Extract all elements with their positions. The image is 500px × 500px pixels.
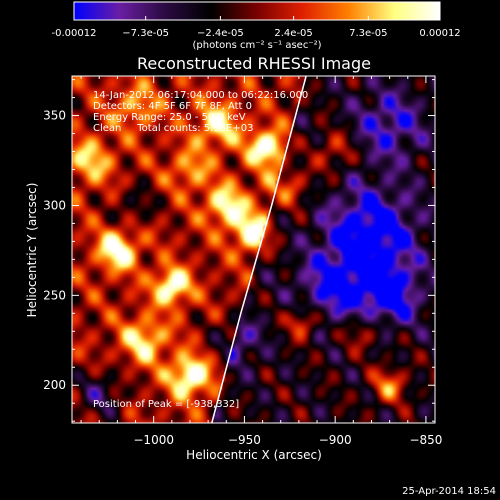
x-tick-label: −900 [319, 433, 352, 447]
annotation-detectors: Detectors: 4F 5F 6F 7F 8F, Att 0 [93, 101, 252, 112]
colorbar-tick-label: −2.4e-05 [197, 28, 244, 39]
footer-timestamp: 25-Apr-2014 18:54 [402, 486, 496, 497]
colorbar-tick-label: 7.3e-05 [349, 28, 387, 39]
colorbar-tick-label: 0.00012 [419, 28, 460, 39]
y-axis-label: Heliocentric Y (arcsec) [25, 183, 39, 318]
axis-ticks [72, 76, 435, 423]
x-tick-label: −850 [409, 433, 442, 447]
plot-frame [71, 75, 436, 424]
x-tick-label: −950 [228, 433, 261, 447]
chart-title: Reconstructed RHESSI Image [137, 54, 371, 73]
annotation-peak-position: Position of Peak = [-938,332] [93, 399, 239, 410]
heatmap-image-container [72, 76, 435, 423]
x-axis-label: Heliocentric X (arcsec) [186, 448, 322, 462]
colorbar [73, 1, 441, 21]
colorbar-units-label: (photons cm⁻² s⁻¹ asec⁻²) [192, 40, 321, 51]
colorbar-tick-label: -0.00012 [52, 28, 97, 39]
y-tick-label: 300 [43, 198, 66, 212]
y-tick-label: 200 [43, 378, 66, 392]
annotation-energy-range: Energy Range: 25.0 - 50.0 keV [93, 112, 246, 123]
solar-limb-line [211, 76, 307, 423]
colorbar-tick-label: 2.4e-05 [274, 28, 312, 39]
axis-tick-labels: −1000 −950 −900 −850 200 250 300 350 [43, 109, 442, 447]
annotation-time-range: 14-Jan-2012 06:17:04.000 to 06:22:16.000 [93, 90, 308, 101]
colorbar-tick-label: −7.3e-05 [122, 28, 169, 39]
annotation-method-counts: Clean Total counts: 5.96E+03 [93, 123, 253, 134]
y-tick-label: 350 [43, 109, 66, 123]
x-tick-label: −1000 [133, 433, 174, 447]
annotation-block: 14-Jan-2012 06:17:04.000 to 06:22:16.000… [93, 90, 308, 410]
colorbar-ticks: -0.00012 −7.3e-05 −2.4e-05 2.4e-05 7.3e-05 0.… [52, 16, 461, 39]
heatmap-image [72, 76, 435, 423]
y-tick-label: 250 [43, 288, 66, 302]
